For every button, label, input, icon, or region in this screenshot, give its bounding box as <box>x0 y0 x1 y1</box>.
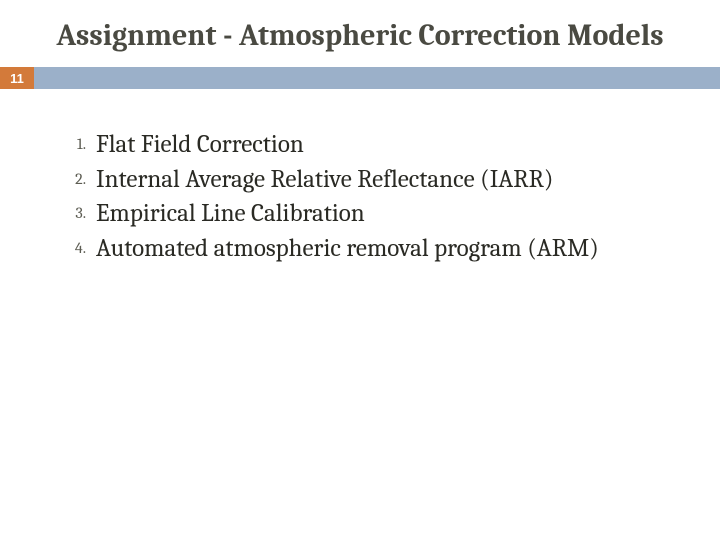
list-item: 2. Internal Average Relative Reflectance… <box>60 164 680 197</box>
list-number: 2. <box>60 164 96 188</box>
list-number: 1. <box>60 129 96 153</box>
slide-title: Assignment - Atmospheric Correction Mode… <box>0 18 720 67</box>
list-number: 3. <box>60 198 96 222</box>
list-text: Automated atmospheric removal program (A… <box>96 233 599 266</box>
list-number: 4. <box>60 233 96 257</box>
page-number-badge: 11 <box>0 67 34 89</box>
list-item: 1. Flat Field Correction <box>60 129 680 162</box>
list-text: Internal Average Relative Reflectance (I… <box>96 164 553 197</box>
divider-row: 11 <box>0 67 720 89</box>
list-item: 4. Automated atmospheric removal program… <box>60 233 680 266</box>
content-area: 1. Flat Field Correction 2. Internal Ave… <box>0 129 720 265</box>
list-item: 3. Empirical Line Calibration <box>60 198 680 231</box>
slide: Assignment - Atmospheric Correction Mode… <box>0 0 720 540</box>
list-text: Empirical Line Calibration <box>96 198 365 231</box>
divider-bar <box>34 67 720 89</box>
list-text: Flat Field Correction <box>96 129 304 162</box>
